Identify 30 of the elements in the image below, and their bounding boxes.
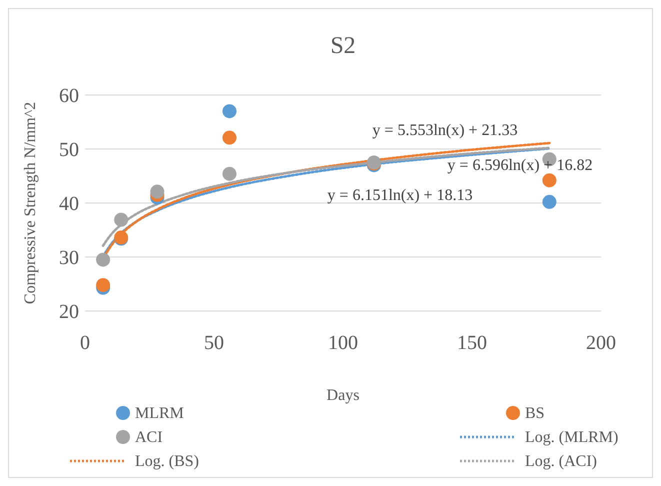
legend-label: ACI: [135, 429, 163, 446]
y-tick-label: 30: [59, 247, 79, 269]
x-tick-label: 200: [586, 332, 616, 354]
legend-label: Log. (MLRM): [525, 429, 618, 446]
annotation: y = 6.151ln(x) + 18.13: [327, 187, 473, 204]
point: [222, 166, 236, 181]
x-tick-label: 0: [80, 332, 90, 354]
chart-title: S2: [330, 33, 356, 59]
x-tick-label: 50: [204, 332, 224, 354]
point: [222, 130, 236, 145]
legend-label: BS: [525, 405, 545, 422]
point: [222, 104, 236, 118]
y-tick-label: 60: [59, 85, 79, 107]
legend-label: MLRM: [135, 405, 184, 422]
x-tick-label: 100: [328, 332, 358, 354]
point: [96, 252, 110, 267]
y-tick-label: 50: [59, 139, 79, 161]
legend-label: Log. (BS): [135, 453, 199, 470]
point: [150, 184, 164, 199]
point: [542, 194, 556, 209]
y-tick-label: 40: [59, 193, 79, 215]
annotation: y = 5.553ln(x) + 21.33: [372, 122, 518, 139]
x-axis-title: Days: [326, 387, 360, 404]
x-tick-label: 150: [457, 332, 487, 354]
point: [542, 173, 556, 188]
y-axis-title: Compressive Strength N/mm^2: [22, 102, 39, 304]
point: [114, 212, 128, 227]
point: [96, 278, 110, 292]
y-tick-label: 20: [59, 301, 79, 323]
legend-label: Log. (ACI): [525, 453, 597, 470]
